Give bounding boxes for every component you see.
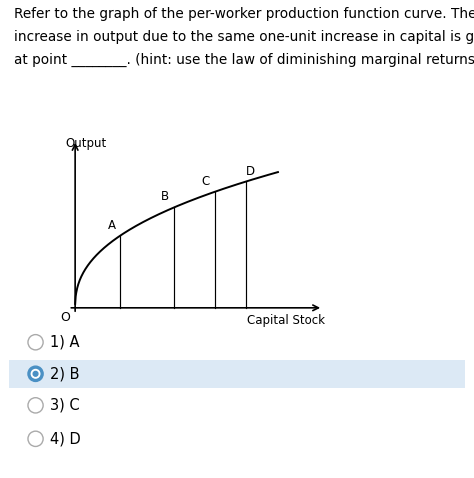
Text: 1) A: 1) A — [50, 335, 79, 350]
Text: 4) D: 4) D — [50, 431, 81, 446]
Text: Refer to the graph of the per-worker production function curve. The: Refer to the graph of the per-worker pro… — [14, 7, 474, 21]
Text: increase in output due to the same one-unit increase in capital is greatest: increase in output due to the same one-u… — [14, 30, 474, 44]
Text: 2) B: 2) B — [50, 366, 79, 381]
Text: B: B — [161, 190, 169, 204]
Text: D: D — [246, 164, 255, 177]
Text: O: O — [60, 311, 70, 324]
Text: 3) C: 3) C — [50, 398, 79, 413]
Text: Capital Stock: Capital Stock — [247, 314, 325, 327]
Text: at point ________. (hint: use the law of diminishing marginal returns): at point ________. (hint: use the law of… — [14, 53, 474, 67]
Text: Output: Output — [65, 137, 107, 150]
Text: A: A — [108, 219, 116, 232]
Text: C: C — [202, 175, 210, 188]
